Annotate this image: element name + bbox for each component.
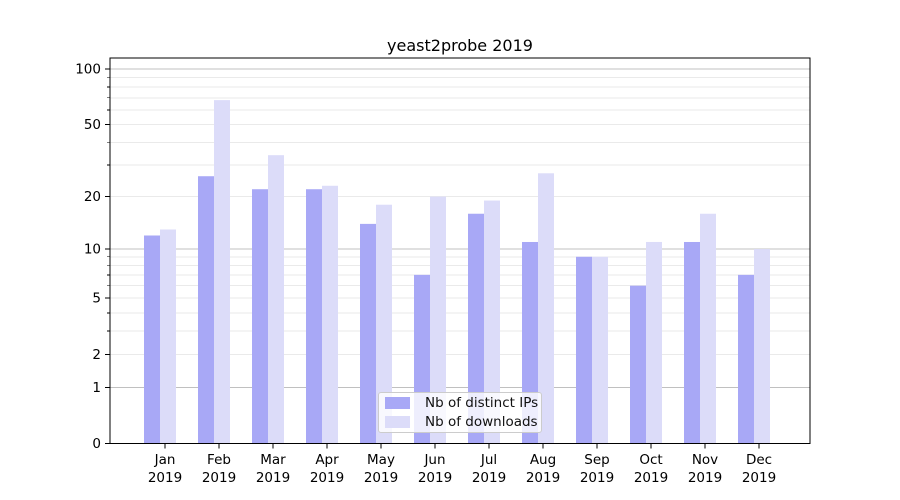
- bar-downloads-jul: [484, 200, 500, 444]
- x-tick-label-year-jul: 2019: [472, 470, 506, 486]
- x-tick-label-month-oct: Oct: [639, 452, 662, 468]
- x-tick-label-month-mar: Mar: [260, 452, 286, 468]
- legend-row-distinct-ips: Nb of distinct IPs: [385, 395, 541, 411]
- bar-distinct-ips-jul: [468, 213, 484, 444]
- bar-downloads-nov: [700, 213, 716, 444]
- bar-downloads-may: [376, 204, 392, 444]
- y-tick-label-20: 20: [84, 189, 101, 205]
- x-tick-label-year-mar: 2019: [256, 470, 290, 486]
- x-tick-label-month-nov: Nov: [692, 452, 718, 468]
- y-tick-label-5: 5: [92, 291, 101, 307]
- x-tick-label-year-oct: 2019: [634, 470, 668, 486]
- bar-downloads-jun: [430, 196, 446, 444]
- y-tick-label-1: 1: [92, 380, 101, 396]
- x-tick-label-month-dec: Dec: [746, 452, 772, 468]
- y-tick-label-2: 2: [92, 347, 101, 363]
- bar-downloads-oct: [646, 241, 662, 444]
- legend-label-distinct-ips: Nb of distinct IPs: [425, 395, 539, 411]
- x-tick-label-year-may: 2019: [364, 470, 398, 486]
- x-tick-label-month-jan: Jan: [154, 452, 176, 468]
- bar-distinct-ips-oct: [630, 285, 646, 444]
- x-tick-label-month-aug: Aug: [530, 452, 556, 468]
- plot-frame: [109, 57, 811, 444]
- y-tick-label-0: 0: [92, 436, 101, 452]
- legend-swatch-downloads: [385, 416, 410, 428]
- x-tick-label-month-sep: Sep: [584, 452, 609, 468]
- y-tick-label-50: 50: [84, 117, 101, 133]
- bar-downloads-dec: [754, 249, 770, 444]
- x-tick-label-year-feb: 2019: [202, 470, 236, 486]
- bar-downloads-apr: [322, 185, 338, 444]
- legend-row-downloads: Nb of downloads: [385, 414, 541, 430]
- chart-title: yeast2probe 2019: [387, 36, 533, 55]
- bar-downloads-feb: [214, 100, 230, 444]
- x-tick-label-month-jul: Jul: [480, 452, 497, 468]
- bar-distinct-ips-mar: [252, 189, 268, 444]
- x-tick-label-month-may: May: [367, 452, 395, 468]
- x-tick-label-year-sep: 2019: [580, 470, 614, 486]
- bar-distinct-ips-nov: [684, 241, 700, 444]
- bar-distinct-ips-dec: [738, 274, 754, 444]
- x-tick-label-year-nov: 2019: [688, 470, 722, 486]
- x-tick-label-year-jun: 2019: [418, 470, 452, 486]
- legend: Nb of distinct IPs Nb of downloads: [378, 392, 542, 433]
- bar-downloads-jan: [160, 229, 176, 444]
- bar-downloads-sep: [592, 256, 608, 444]
- x-tick-label-month-feb: Feb: [207, 452, 231, 468]
- bar-distinct-ips-sep: [576, 256, 592, 444]
- bar-distinct-ips-may: [360, 223, 376, 444]
- legend-label-downloads: Nb of downloads: [425, 414, 538, 430]
- legend-swatch-distinct-ips: [385, 397, 410, 409]
- x-tick-label-year-jan: 2019: [148, 470, 182, 486]
- x-tick-label-year-aug: 2019: [526, 470, 560, 486]
- bar-distinct-ips-apr: [306, 189, 322, 444]
- x-tick-label-year-dec: 2019: [742, 470, 776, 486]
- bar-downloads-mar: [268, 155, 284, 444]
- x-tick-label-month-jun: Jun: [423, 452, 445, 468]
- bar-downloads-aug: [538, 173, 554, 444]
- x-tick-label-year-apr: 2019: [310, 470, 344, 486]
- y-tick-label-100: 100: [75, 62, 101, 78]
- y-tick-label-10: 10: [84, 242, 101, 258]
- x-tick-label-month-apr: Apr: [315, 452, 339, 468]
- bar-distinct-ips-jan: [144, 235, 160, 444]
- bar-distinct-ips-feb: [198, 176, 214, 444]
